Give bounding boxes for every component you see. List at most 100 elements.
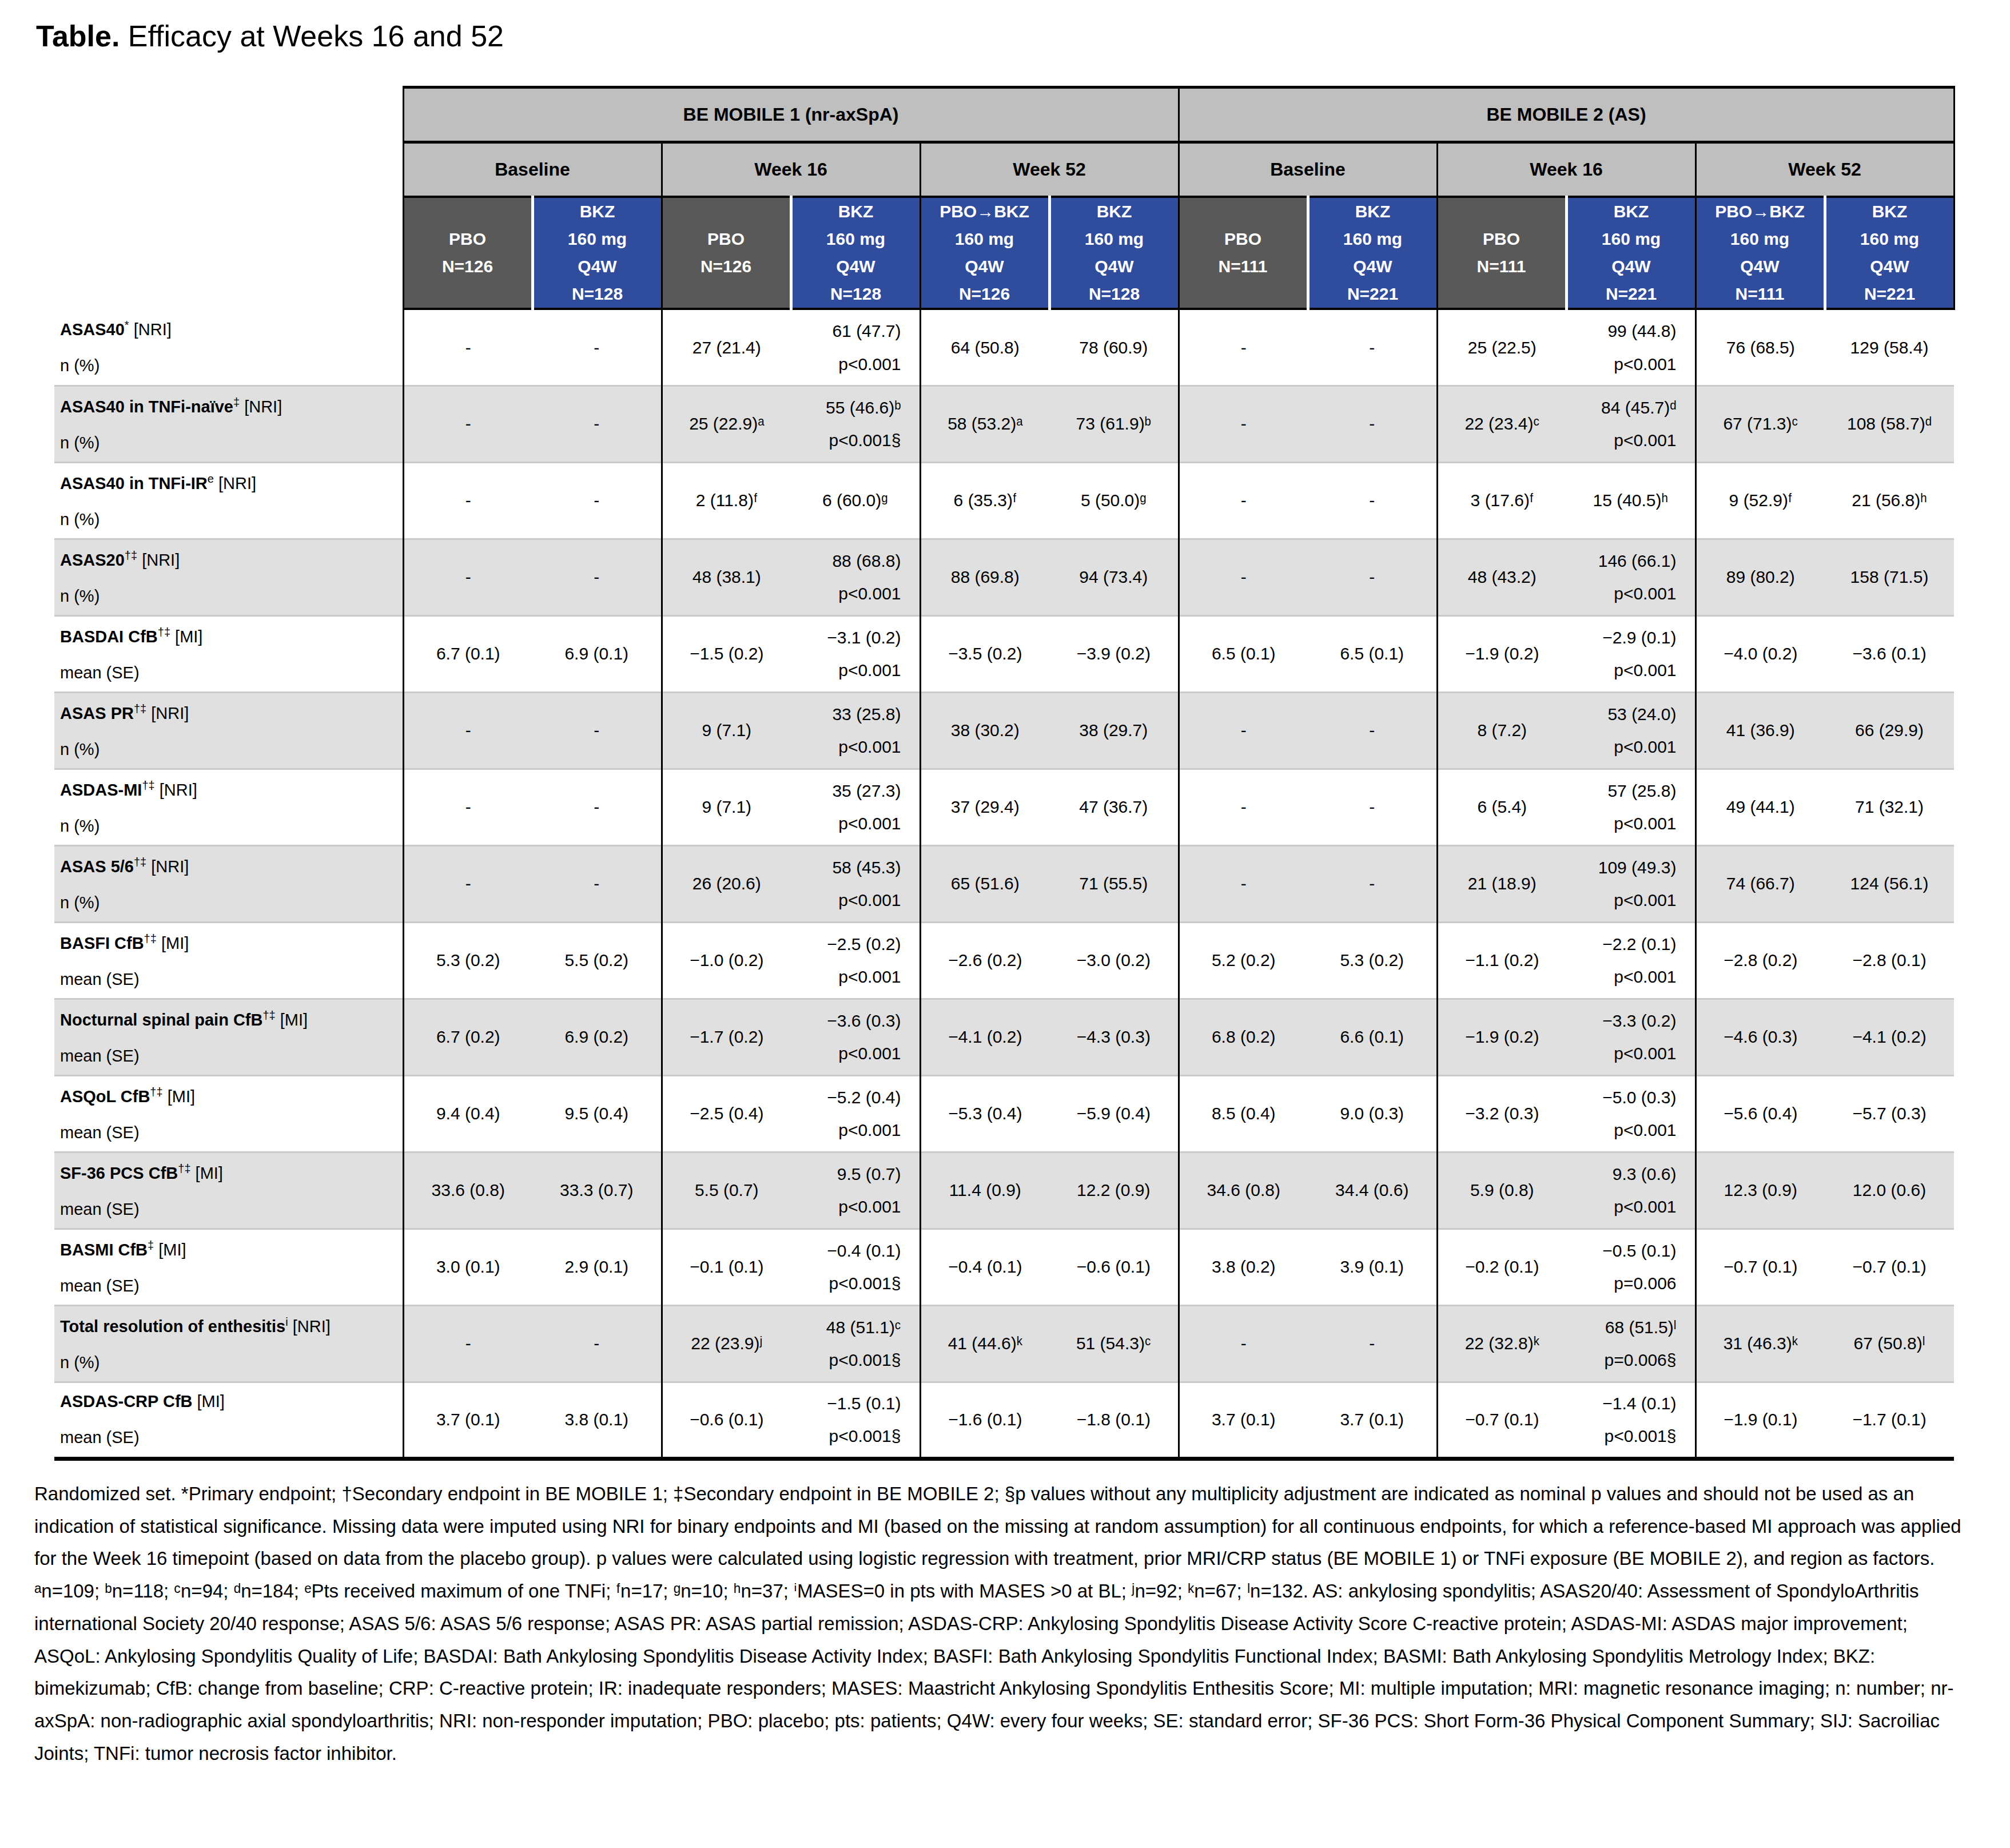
measure-sublabel: n (%) bbox=[60, 1353, 403, 1372]
data-cell: −0.5 (0.1)p=0.006 bbox=[1566, 1229, 1695, 1305]
table-head: BE MOBILE 1 (nr-axSpA)BE MOBILE 2 (AS)Ba… bbox=[54, 87, 1954, 309]
measure-sublabel: n (%) bbox=[60, 587, 403, 606]
arm-header-line: PBO bbox=[663, 225, 790, 253]
arm-header-line: 160 mg bbox=[1310, 225, 1436, 253]
timepoint-header: Week 16 bbox=[662, 142, 920, 197]
endpoint-superscript: ‡ bbox=[233, 396, 240, 408]
page-title: Table. Efficacy at Weeks 16 and 52 bbox=[36, 19, 2010, 54]
data-cell: 6.5 (0.1) bbox=[1179, 615, 1308, 692]
data-cell: - bbox=[532, 1305, 662, 1382]
measure-sublabel: n (%) bbox=[60, 740, 403, 759]
cell-value: −3.6 (0.3) bbox=[791, 1012, 920, 1030]
cell-value: 55 (46.6)ᵇ bbox=[791, 399, 920, 417]
row-label: ASAS20†‡ [NRI]n (%) bbox=[54, 539, 403, 615]
data-cell: −2.8 (0.1) bbox=[1825, 922, 1954, 999]
measure-sublabel: mean (SE) bbox=[60, 1277, 403, 1295]
endpoint-superscript: †‡ bbox=[158, 626, 170, 638]
p-value: p<0.001 bbox=[1566, 968, 1695, 986]
imputation-tag: [NRI] bbox=[146, 857, 189, 876]
cell-value: 9.3 (0.6) bbox=[1566, 1165, 1695, 1183]
row-label: ASAS40 in TNFi-naïve‡ [NRI]n (%) bbox=[54, 386, 403, 462]
data-cell: −0.7 (0.1) bbox=[1695, 1229, 1825, 1305]
data-cell: - bbox=[1308, 309, 1437, 386]
data-cell: 5 (50.0)ᵍ bbox=[1049, 462, 1179, 539]
endpoint-name: ASAS40 in TNFi-naïve bbox=[60, 398, 233, 416]
data-cell: 37 (29.4) bbox=[920, 769, 1049, 845]
data-cell: 48 (51.1)ᶜp<0.001§ bbox=[791, 1305, 920, 1382]
data-cell: 5.2 (0.2) bbox=[1179, 922, 1308, 999]
cell-value: −2.5 (0.2) bbox=[791, 935, 920, 953]
data-cell: −1.6 (0.1) bbox=[920, 1382, 1049, 1458]
data-cell: - bbox=[1308, 462, 1437, 539]
arm-header-line: BKZ bbox=[1568, 198, 1695, 225]
data-cell: 6.9 (0.2) bbox=[532, 999, 662, 1075]
imputation-tag: [MI] bbox=[276, 1011, 308, 1029]
data-cell: 33.3 (0.7) bbox=[532, 1152, 662, 1229]
data-cell: 33.6 (0.8) bbox=[403, 1152, 532, 1229]
arm-header-line: N=111 bbox=[1438, 253, 1565, 280]
arm-header-line: 160 mg bbox=[1568, 225, 1695, 253]
corner-spacer bbox=[54, 197, 403, 309]
data-cell: 3.8 (0.1) bbox=[532, 1382, 662, 1458]
study-header: BE MOBILE 1 (nr-axSpA) bbox=[403, 87, 1179, 142]
data-cell: 6.6 (0.1) bbox=[1308, 999, 1437, 1075]
row-label: ASAS 5/6†‡ [NRI]n (%) bbox=[54, 845, 403, 922]
table-row: Total resolution of enthesitisi [NRI]n (… bbox=[54, 1305, 1954, 1382]
measure-sublabel: mean (SE) bbox=[60, 663, 403, 682]
data-cell: - bbox=[1179, 845, 1308, 922]
measure-sublabel: mean (SE) bbox=[60, 1428, 403, 1447]
data-cell: - bbox=[1308, 845, 1437, 922]
arm-header: PBON=126 bbox=[403, 197, 532, 309]
endpoint-superscript: †‡ bbox=[144, 932, 157, 945]
data-cell: 6.8 (0.2) bbox=[1179, 999, 1308, 1075]
data-cell: 33 (25.8)p<0.001 bbox=[791, 692, 920, 769]
endpoint-superscript: †‡ bbox=[134, 856, 146, 868]
p-value: p<0.001 bbox=[791, 1044, 920, 1063]
data-cell: 124 (56.1) bbox=[1825, 845, 1954, 922]
p-value: p<0.001 bbox=[1566, 1044, 1695, 1063]
data-cell: −1.9 (0.1) bbox=[1695, 1382, 1825, 1458]
data-cell: −3.1 (0.2)p<0.001 bbox=[791, 615, 920, 692]
data-cell: 21 (18.9) bbox=[1437, 845, 1566, 922]
measure-sublabel: n (%) bbox=[60, 893, 403, 912]
data-cell: 6.7 (0.2) bbox=[403, 999, 532, 1075]
row-label: Nocturnal spinal pain CfB†‡ [MI]mean (SE… bbox=[54, 999, 403, 1075]
p-value: p<0.001§ bbox=[791, 1351, 920, 1369]
data-cell: 15 (40.5)ʰ bbox=[1566, 462, 1695, 539]
data-cell: −1.0 (0.2) bbox=[662, 922, 791, 999]
data-cell: 61 (47.7)p<0.001 bbox=[791, 309, 920, 386]
data-cell: 38 (30.2) bbox=[920, 692, 1049, 769]
efficacy-table: BE MOBILE 1 (nr-axSpA)BE MOBILE 2 (AS)Ba… bbox=[54, 86, 1955, 1461]
row-label: BASMI CfB‡ [MI]mean (SE) bbox=[54, 1229, 403, 1305]
data-cell: 84 (45.7)ᵈp<0.001 bbox=[1566, 386, 1695, 462]
data-cell: 64 (50.8) bbox=[920, 309, 1049, 386]
cell-value: 53 (24.0) bbox=[1566, 705, 1695, 724]
p-value: p<0.001 bbox=[791, 1198, 920, 1216]
measure-sublabel: mean (SE) bbox=[60, 970, 403, 989]
endpoint-superscript: †‡ bbox=[150, 1086, 162, 1098]
data-cell: 146 (66.1)p<0.001 bbox=[1566, 539, 1695, 615]
data-cell: - bbox=[1179, 539, 1308, 615]
data-cell: 5.5 (0.7) bbox=[662, 1152, 791, 1229]
data-cell: 9.0 (0.3) bbox=[1308, 1075, 1437, 1152]
table-row: ASAS40 in TNFi-naïve‡ [NRI]n (%)--25 (22… bbox=[54, 386, 1954, 462]
row-label: ASDAS-MI†‡ [NRI]n (%) bbox=[54, 769, 403, 845]
data-cell: - bbox=[1308, 539, 1437, 615]
endpoint-name: Total resolution of enthesitis bbox=[60, 1317, 285, 1336]
data-cell: - bbox=[403, 769, 532, 845]
measure-sublabel: mean (SE) bbox=[60, 1200, 403, 1219]
data-cell: −1.9 (0.2) bbox=[1437, 615, 1566, 692]
data-cell: 3 (17.6)ᶠ bbox=[1437, 462, 1566, 539]
imputation-tag: [MI] bbox=[157, 934, 189, 952]
data-cell: - bbox=[403, 845, 532, 922]
measure-sublabel: n (%) bbox=[60, 817, 403, 836]
data-cell: −3.5 (0.2) bbox=[920, 615, 1049, 692]
data-cell: 31 (46.3)ᵏ bbox=[1695, 1305, 1825, 1382]
data-cell: 53 (24.0)p<0.001 bbox=[1566, 692, 1695, 769]
data-cell: - bbox=[403, 309, 532, 386]
data-cell: 3.7 (0.1) bbox=[403, 1382, 532, 1458]
data-cell: 5.3 (0.2) bbox=[403, 922, 532, 999]
arm-header-line: PBO bbox=[404, 225, 531, 253]
table-row: ASAS PR†‡ [NRI]n (%)--9 (7.1)33 (25.8)p<… bbox=[54, 692, 1954, 769]
arm-header-line: BKZ bbox=[1310, 198, 1436, 225]
